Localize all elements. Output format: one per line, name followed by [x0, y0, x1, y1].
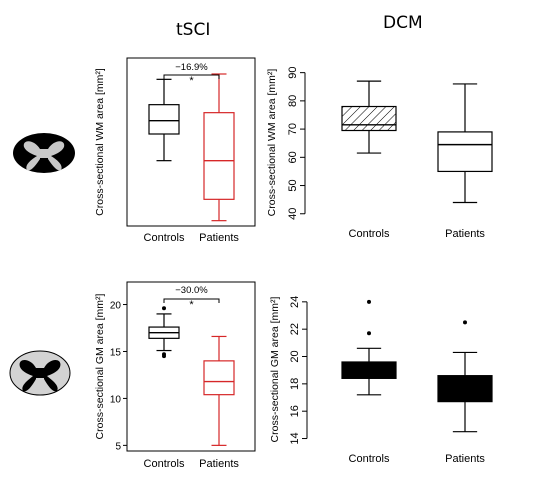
tsci_gm-ytick-label: 10 [110, 394, 122, 405]
dcm_wm-panel: 40 50 60 70 80 90 Cross-sectional WM area [mm²… [266, 67, 493, 240]
tsci_wm-sig-percent: −16.9% [175, 62, 208, 73]
category-label: Controls [144, 232, 185, 244]
tsci_gm-ytick-label: 20 [110, 301, 122, 312]
tsci_wm-frame [126, 57, 256, 227]
tsci_gm-sig-percent: −30.0% [175, 285, 208, 296]
tsci-header: tSCI [176, 20, 211, 40]
dcm_gm-ytick-label: 20 [289, 350, 301, 362]
tsci_gm-sig-star: * [189, 299, 194, 311]
dcm_gm-panel: 14 16 18 20 22 24 Cross-sectional GM area [mm²… [269, 296, 493, 465]
dcm_gm-ytick-label: 22 [289, 323, 301, 335]
category-label: Controls [349, 228, 390, 240]
outlier-point [162, 306, 166, 311]
dcm_gm-ylabel: Cross-sectional GM area [mm²] [269, 296, 281, 442]
box-iqr [437, 131, 493, 173]
tsci_gm-ylabel: Cross-sectional GM area [mm²] [94, 293, 106, 439]
dcm_wm-ytick-label: 70 [287, 123, 299, 135]
dcm_gm-ytick-label: 24 [289, 296, 301, 308]
category-label: Controls [144, 458, 185, 470]
tsci_gm-panel: 5 10 15 20 Cross-sectional GM area [mm²] Cont… [94, 281, 256, 470]
category-label: Patients [445, 453, 485, 465]
box-iqr [203, 112, 235, 200]
dcm_wm-box-patients: Patients [437, 83, 493, 240]
category-label: Controls [349, 453, 390, 465]
dcm_wm-ytick-label: 40 [287, 208, 299, 220]
tsci_wm-box-controls: Controls [144, 78, 185, 244]
tsci_gm-box-controls: Controls [144, 306, 185, 470]
spinal-cord-wm-icon [13, 133, 75, 173]
dcm_wm-box-controls: Controls [341, 80, 397, 240]
outlier-point [367, 299, 371, 304]
box-iqr [203, 360, 235, 396]
tsci_wm-sig-bracket [163, 74, 220, 79]
box-iqr [341, 105, 397, 132]
dcm_gm-box-controls: Controls [341, 299, 397, 465]
dcm_gm-ytick-label: 14 [289, 432, 301, 444]
outlier-point [463, 320, 467, 325]
outlier-point [162, 352, 166, 357]
tsci_gm-box-patients: Patients [199, 335, 239, 470]
dcm_wm-ytick-label: 60 [287, 151, 299, 163]
tsci_gm-ytick-label: 5 [115, 441, 121, 452]
category-label: Patients [199, 458, 239, 470]
spinal-cord-gm-icon [9, 350, 71, 396]
tsci_gm-ytick-label: 15 [110, 347, 122, 358]
dcm_wm-ytick-label: 90 [287, 67, 299, 79]
tsci_wm-panel: Cross-sectional WM area [mm²] Controls Pat… [94, 57, 256, 244]
tsci_wm-sig-star: * [189, 75, 194, 87]
category-label: Patients [199, 232, 239, 244]
tsci_gm-frame [126, 281, 256, 452]
dcm_wm-ylabel: Cross-sectional WM area [mm²] [266, 69, 278, 217]
outlier-point [367, 331, 371, 336]
dcm_gm-ytick-label: 18 [289, 378, 301, 390]
dcm-header: DCM [383, 13, 423, 33]
tsci_wm-box-patients: Patients [199, 73, 239, 244]
tsci_gm-sig-bracket [163, 298, 220, 303]
dcm_wm-ytick-label: 80 [287, 95, 299, 107]
category-label: Patients [445, 228, 485, 240]
tsci_wm-ylabel: Cross-sectional WM area [mm²] [94, 68, 106, 216]
dcm_gm-box-patients: Patients [437, 320, 493, 465]
dcm_gm-ytick-label: 16 [289, 405, 301, 417]
box-iqr [148, 104, 180, 135]
dcm_wm-ytick-label: 50 [287, 179, 299, 191]
